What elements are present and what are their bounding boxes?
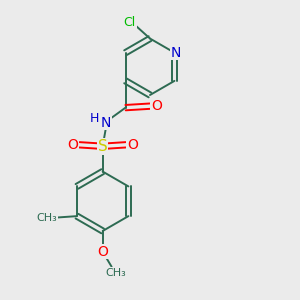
Text: O: O	[97, 245, 108, 259]
Text: CH₃: CH₃	[37, 213, 58, 223]
Text: CH₃: CH₃	[106, 268, 126, 278]
Text: O: O	[68, 138, 78, 152]
Text: N: N	[100, 116, 111, 130]
Text: O: O	[127, 138, 138, 152]
Text: Cl: Cl	[124, 16, 136, 29]
Text: H: H	[90, 112, 99, 125]
Text: O: O	[151, 99, 162, 113]
Text: S: S	[98, 139, 107, 154]
Text: N: N	[171, 46, 181, 60]
